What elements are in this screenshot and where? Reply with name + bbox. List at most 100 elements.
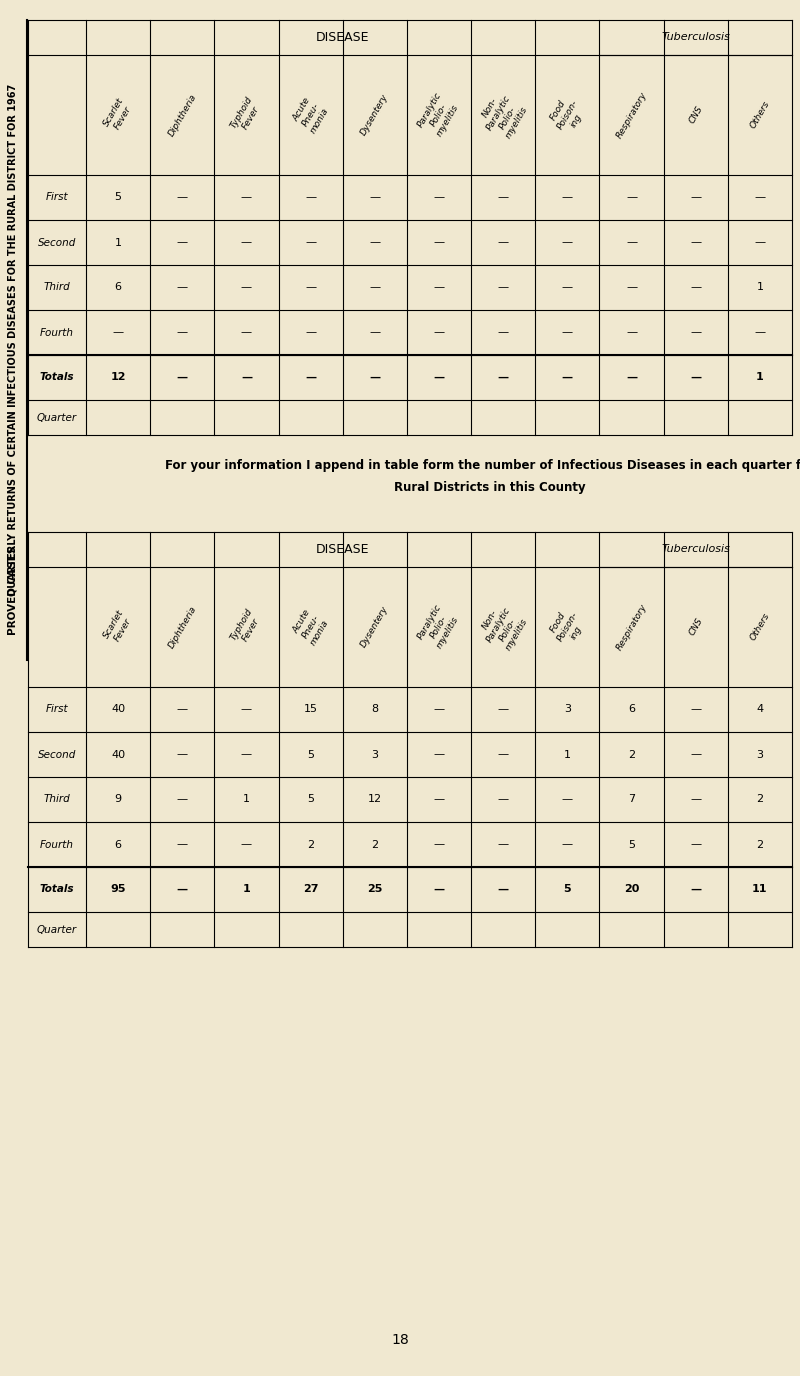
Text: 1: 1 bbox=[242, 885, 250, 894]
Text: Third: Third bbox=[44, 794, 70, 805]
Text: —: — bbox=[241, 327, 252, 337]
Text: First: First bbox=[46, 193, 68, 202]
Text: —: — bbox=[754, 238, 766, 248]
Text: Diphtheria: Diphtheria bbox=[166, 92, 198, 138]
Text: —: — bbox=[498, 794, 509, 805]
Text: 12: 12 bbox=[368, 794, 382, 805]
Text: For your information I append in table form the number of Infectious Diseases in: For your information I append in table f… bbox=[165, 458, 800, 472]
Text: Others: Others bbox=[749, 611, 771, 643]
Text: —: — bbox=[690, 885, 702, 894]
Text: 6: 6 bbox=[114, 282, 122, 293]
Text: —: — bbox=[626, 193, 637, 202]
Text: Scarlet
Fever: Scarlet Fever bbox=[102, 96, 134, 133]
Text: —: — bbox=[754, 327, 766, 337]
Text: 1: 1 bbox=[756, 373, 764, 383]
Text: —: — bbox=[562, 193, 573, 202]
Text: —: — bbox=[177, 238, 188, 248]
Text: 11: 11 bbox=[752, 885, 768, 894]
Text: —: — bbox=[626, 282, 637, 293]
Text: 5: 5 bbox=[628, 839, 635, 849]
Text: 2: 2 bbox=[371, 839, 378, 849]
Text: —: — bbox=[370, 238, 380, 248]
Text: Scarlet
Fever: Scarlet Fever bbox=[102, 608, 134, 645]
Text: —: — bbox=[434, 327, 445, 337]
Text: —: — bbox=[434, 705, 445, 714]
Text: CNS: CNS bbox=[687, 105, 704, 125]
Text: 2: 2 bbox=[756, 839, 763, 849]
Text: 2: 2 bbox=[307, 839, 314, 849]
Text: —: — bbox=[370, 373, 380, 383]
Text: CNS: CNS bbox=[687, 616, 704, 637]
Text: DISEASE: DISEASE bbox=[316, 544, 370, 556]
Text: 1: 1 bbox=[757, 282, 763, 293]
Text: —: — bbox=[177, 839, 188, 849]
Text: —: — bbox=[305, 373, 316, 383]
Text: Acute
Pneu-
monia: Acute Pneu- monia bbox=[290, 607, 330, 647]
Text: —: — bbox=[562, 238, 573, 248]
Text: Acute
Pneu-
monia: Acute Pneu- monia bbox=[290, 95, 330, 135]
Text: Non-
Paralytic
Polio-
myelitis: Non- Paralytic Polio- myelitis bbox=[476, 600, 530, 654]
Text: 3: 3 bbox=[564, 705, 571, 714]
Text: 25: 25 bbox=[367, 885, 382, 894]
Text: —: — bbox=[177, 193, 188, 202]
Text: —: — bbox=[241, 238, 252, 248]
Text: 5: 5 bbox=[563, 885, 571, 894]
Text: Tuberculosis: Tuberculosis bbox=[662, 33, 730, 43]
Text: —: — bbox=[241, 839, 252, 849]
Text: Dysentery: Dysentery bbox=[359, 92, 390, 138]
Text: —: — bbox=[370, 193, 380, 202]
Text: —: — bbox=[498, 238, 509, 248]
Text: —: — bbox=[690, 373, 702, 383]
Text: 5: 5 bbox=[307, 794, 314, 805]
Text: 6: 6 bbox=[114, 839, 122, 849]
Text: Paralytic
Polio-
myelitis: Paralytic Polio- myelitis bbox=[416, 603, 462, 651]
Text: 27: 27 bbox=[303, 885, 318, 894]
Text: 3: 3 bbox=[757, 750, 763, 760]
Text: —: — bbox=[177, 885, 188, 894]
Text: Food
Poison-
ing: Food Poison- ing bbox=[546, 94, 589, 136]
Text: —: — bbox=[241, 373, 252, 383]
Text: —: — bbox=[562, 327, 573, 337]
Text: Totals: Totals bbox=[40, 373, 74, 383]
Text: DISEASE: DISEASE bbox=[316, 32, 370, 44]
Text: —: — bbox=[498, 885, 509, 894]
Text: 12: 12 bbox=[110, 373, 126, 383]
Text: QUARTERLY RETURNS OF CERTAIN INFECTIOUS DISEASES FOR THE RURAL DISTRICT FOR 1967: QUARTERLY RETURNS OF CERTAIN INFECTIOUS … bbox=[8, 84, 18, 596]
Text: 1: 1 bbox=[243, 794, 250, 805]
Text: —: — bbox=[434, 885, 445, 894]
Text: —: — bbox=[754, 193, 766, 202]
Text: Fourth: Fourth bbox=[40, 839, 74, 849]
Text: —: — bbox=[305, 282, 316, 293]
Text: —: — bbox=[626, 327, 637, 337]
Text: —: — bbox=[305, 238, 316, 248]
Text: —: — bbox=[690, 238, 702, 248]
Text: —: — bbox=[305, 193, 316, 202]
Text: —: — bbox=[498, 705, 509, 714]
Text: 1: 1 bbox=[114, 238, 122, 248]
Text: Food
Poison-
ing: Food Poison- ing bbox=[546, 605, 589, 648]
Text: —: — bbox=[690, 750, 702, 760]
Text: —: — bbox=[241, 750, 252, 760]
Text: Third: Third bbox=[44, 282, 70, 293]
Text: Second: Second bbox=[38, 238, 76, 248]
Text: 2: 2 bbox=[628, 750, 635, 760]
Text: —: — bbox=[498, 282, 509, 293]
Text: Totals: Totals bbox=[40, 885, 74, 894]
Text: —: — bbox=[562, 839, 573, 849]
Text: —: — bbox=[177, 705, 188, 714]
Text: —: — bbox=[498, 193, 509, 202]
Text: —: — bbox=[626, 373, 637, 383]
Text: Typhoid
Fever: Typhoid Fever bbox=[230, 95, 264, 135]
Text: Dysentery: Dysentery bbox=[359, 604, 390, 649]
Text: 2: 2 bbox=[756, 794, 763, 805]
Text: Respiratory: Respiratory bbox=[614, 91, 649, 140]
Text: —: — bbox=[434, 193, 445, 202]
Text: —: — bbox=[177, 750, 188, 760]
Text: —: — bbox=[370, 282, 380, 293]
Text: —: — bbox=[690, 839, 702, 849]
Text: 4: 4 bbox=[756, 705, 763, 714]
Text: 1: 1 bbox=[564, 750, 571, 760]
Text: 5: 5 bbox=[307, 750, 314, 760]
Text: —: — bbox=[434, 794, 445, 805]
Text: —: — bbox=[177, 373, 188, 383]
